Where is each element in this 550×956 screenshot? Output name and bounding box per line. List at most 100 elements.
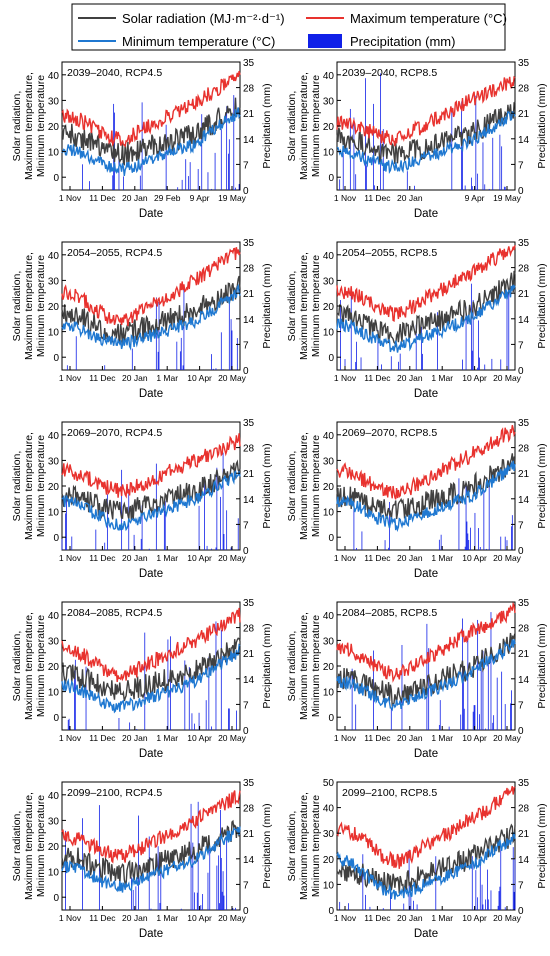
y-axis-label-line: Solar radiation, [286, 811, 298, 882]
precipitation-bar [493, 715, 495, 730]
y2-tick-label: 35 [243, 58, 255, 69]
y2-axis-label: Precipitation (mm) [261, 803, 273, 888]
plot-frame [336, 781, 516, 911]
precipitation-bar [160, 858, 162, 910]
precipitation-bar [355, 174, 357, 190]
y2-tick-label: 7 [518, 160, 524, 171]
legend-label: Minimum temperature (°C) [122, 34, 275, 49]
y-tick-label: 30 [323, 96, 335, 107]
x-tick-label: 9 Apr [190, 193, 210, 203]
precipitation-bar [211, 548, 212, 550]
y-axis-label-line: Solar radiation, [11, 451, 23, 522]
precipitation-bar [192, 842, 194, 910]
precipitation-bar [212, 368, 214, 370]
precipitation-bar [238, 184, 240, 190]
x-axis-label: Date [414, 208, 438, 220]
y-axis-label-line: Minimum temperature [310, 615, 322, 717]
precipitation-bar [207, 172, 209, 190]
precipitation-bar [487, 899, 489, 910]
legend: Solar radiation (MJ·m⁻²·d⁻¹) Maximum temp… [71, 3, 507, 51]
precipitation-bar [390, 889, 391, 910]
precipitation-bar [472, 299, 474, 370]
y2-tick-label: 0 [518, 366, 524, 377]
precipitation-bar [159, 902, 161, 910]
minimum-temperature-line [61, 643, 241, 714]
x-tick-label: 20 May [218, 913, 247, 923]
precipitation-bar [465, 485, 467, 550]
precipitation-bar [136, 729, 138, 730]
precipitation-bar [491, 358, 493, 370]
y2-tick-label: 7 [243, 880, 249, 891]
precipitation-bar [205, 700, 207, 730]
precipitation-bar [148, 548, 150, 550]
precipitation-bar [230, 319, 232, 370]
y2-axis-label: Precipitation (mm) [261, 443, 273, 528]
precipitation-bar [220, 809, 221, 910]
y2-tick-label: 21 [243, 289, 255, 300]
precipitation-bar [89, 181, 90, 190]
precipitation-bar [356, 341, 357, 370]
precipitation-bar [506, 292, 508, 370]
precipitation-bar [500, 359, 502, 370]
y2-tick-label: 35 [518, 598, 530, 609]
precipitation-bar [339, 901, 341, 910]
y2-tick-label: 28 [243, 84, 255, 95]
panel-title: 2039–2040, RCP4.5 [67, 67, 162, 79]
y-axis-label-line: Maximum temperature, [298, 792, 310, 900]
y-tick-label: 30 [323, 636, 335, 647]
precipitation-bar [464, 546, 466, 550]
x-tick-label: 10 Apr [187, 913, 212, 923]
x-tick-label: 11 Dec [89, 193, 116, 203]
y-axis-label-line: Minimum temperature [35, 615, 47, 717]
precipitation-bar [369, 906, 371, 910]
y-tick-label: 30 [323, 456, 335, 467]
x-tick-label: 1 Mar [431, 373, 453, 383]
y2-tick-label: 28 [518, 804, 530, 815]
precipitation-bar [361, 531, 363, 550]
precipitation-bar [477, 897, 479, 910]
precipitation-bar [179, 351, 181, 370]
precipitation-bar [353, 117, 355, 190]
precipitation-bar [475, 95, 477, 190]
precipitation-bar [132, 889, 134, 910]
y-axis-label-line: Solar radiation, [11, 91, 23, 162]
precipitation-bar [439, 700, 441, 730]
precipitation-bar [82, 164, 83, 190]
solar-radiation-line [336, 823, 516, 894]
minimum-temperature-line [336, 639, 516, 712]
y2-tick-label: 14 [243, 495, 255, 506]
precipitation-bar [426, 623, 428, 730]
x-tick-label: 1 Nov [59, 553, 82, 563]
precipitation-bar [131, 877, 132, 910]
x-tick-label: 20 Jan [397, 913, 423, 923]
x-tick-label: 20 Jan [122, 553, 148, 563]
y-tick-label: 40 [323, 431, 335, 442]
y2-tick-label: 14 [243, 675, 255, 686]
minimum-temperature-line [336, 284, 516, 353]
precipitation-bar [373, 103, 374, 190]
precipitation-bar [479, 714, 480, 730]
y-axis-label-line: Solar radiation, [11, 631, 23, 702]
precipitation-bar [71, 536, 73, 550]
y2-axis-label: Precipitation (mm) [261, 623, 273, 708]
precipitation-bar [413, 900, 414, 910]
precipitation-bar [141, 505, 143, 550]
legend-label: Maximum temperature (°C) [350, 11, 507, 26]
y-tick-label: 20 [48, 482, 60, 493]
precipitation-bar [196, 892, 198, 910]
precipitation-bar [184, 660, 186, 730]
precipitation-bar [197, 169, 199, 190]
y-axis-label-line: Minimum temperature [310, 75, 322, 177]
precipitation-bar [503, 186, 505, 190]
precipitation-bar [180, 337, 182, 370]
y2-tick-label: 0 [518, 906, 524, 917]
y-axis-label-line: Maximum temperature, [298, 612, 310, 720]
y-tick-label: 20 [323, 302, 335, 313]
y-tick-label: 30 [323, 276, 335, 287]
precipitation-bar [118, 717, 120, 730]
y2-tick-label: 7 [243, 520, 249, 531]
y2-tick-label: 14 [243, 135, 255, 146]
precipitation-bar [170, 636, 171, 730]
y-tick-label: 30 [323, 829, 335, 840]
y-tick-label: 20 [48, 302, 60, 313]
